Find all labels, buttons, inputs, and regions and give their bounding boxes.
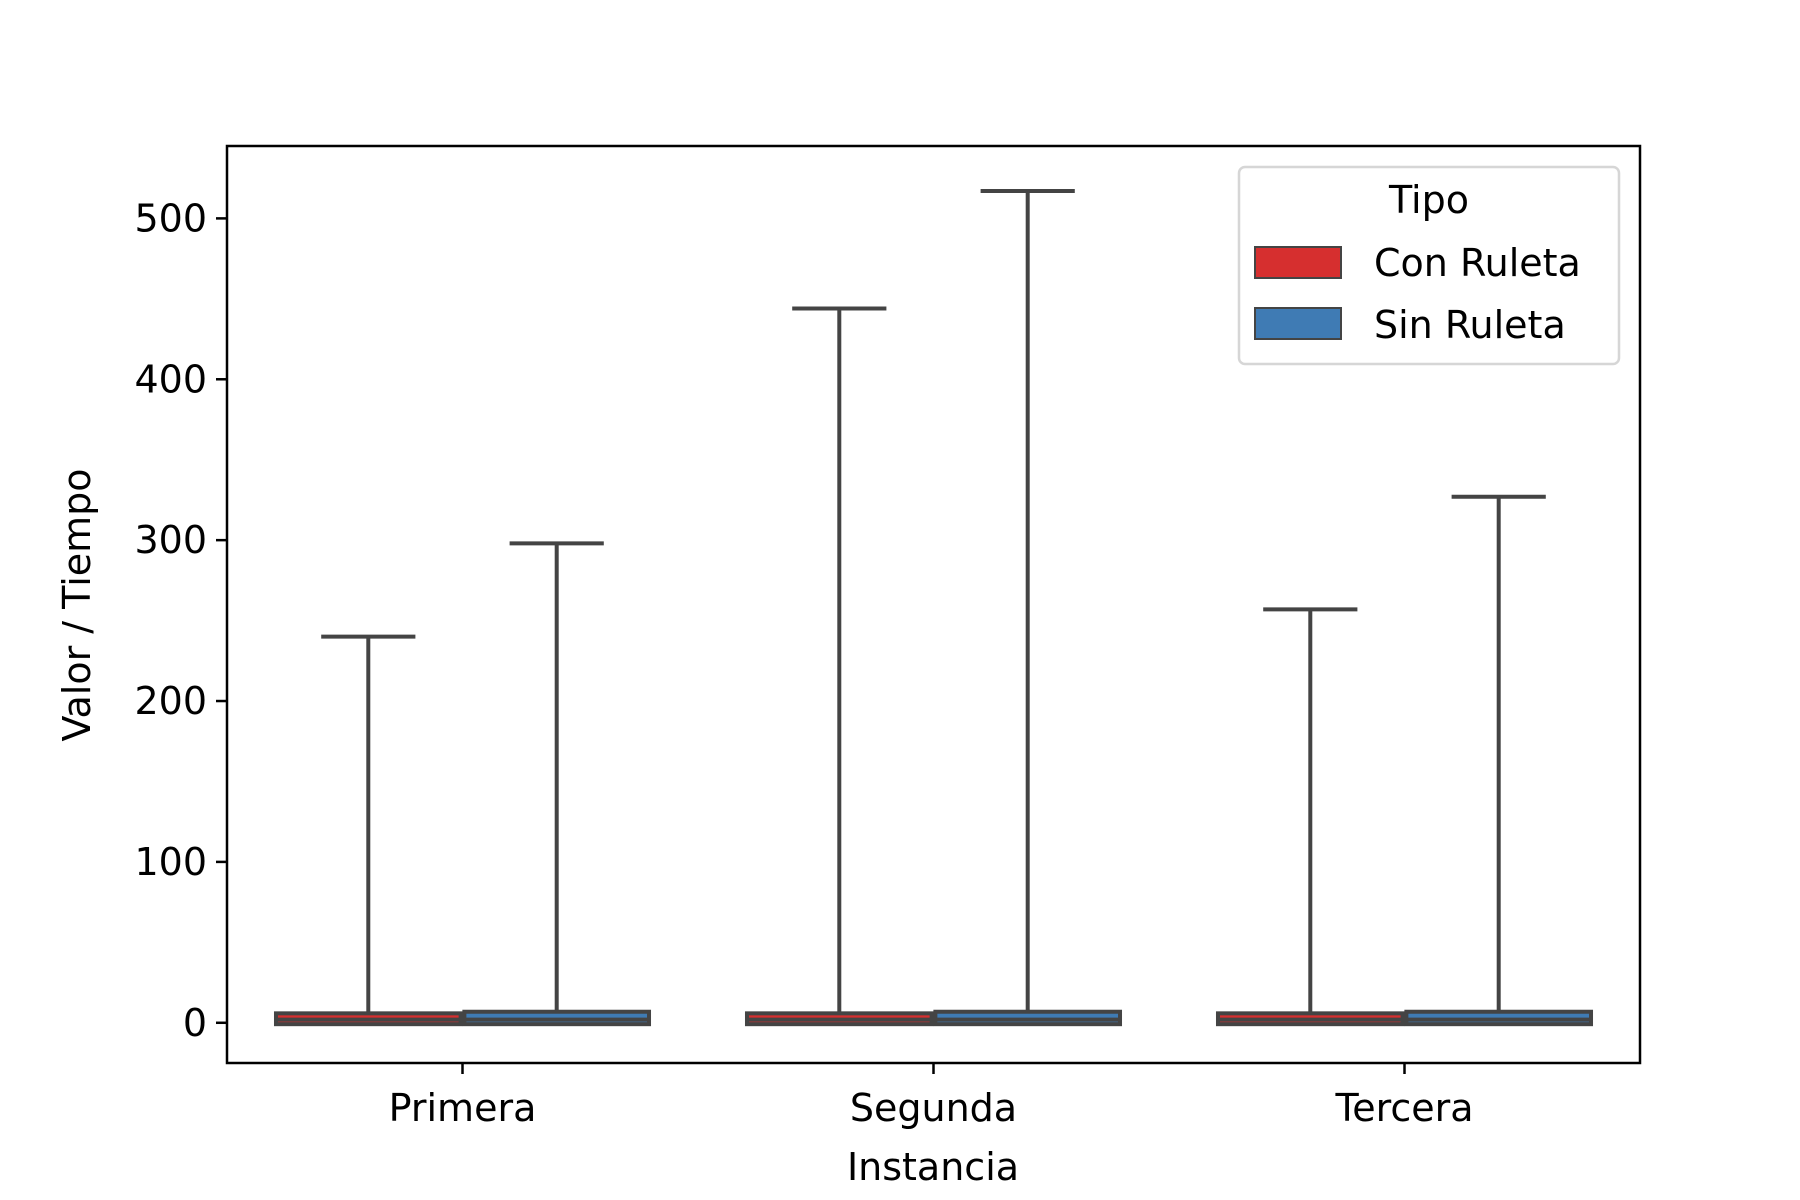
plot-marks xyxy=(273,189,1594,1027)
y-tick-label: 100 xyxy=(134,840,207,884)
box-primera-con-ruleta xyxy=(273,634,463,1027)
box-tercera-sin-ruleta xyxy=(1404,494,1594,1027)
y-tick-label: 200 xyxy=(134,679,207,723)
x-axis-label: Instancia xyxy=(847,1145,1019,1189)
box-segunda-con-ruleta xyxy=(744,306,934,1027)
box-segunda-sin-ruleta xyxy=(933,189,1123,1027)
box-primera-sin-ruleta xyxy=(462,541,652,1027)
x-tick-label: Segunda xyxy=(850,1086,1017,1130)
legend-swatch-con-ruleta xyxy=(1254,246,1342,279)
y-axis-label: Valor / Tiempo xyxy=(55,468,99,741)
y-tick-label: 500 xyxy=(134,196,207,240)
box-tercera-con-ruleta xyxy=(1215,607,1405,1027)
legend-title: Tipo xyxy=(1388,178,1469,222)
legend-label-sin-ruleta: Sin Ruleta xyxy=(1374,303,1566,347)
x-tick-label: Tercera xyxy=(1334,1086,1473,1130)
legend-swatch-sin-ruleta xyxy=(1254,307,1342,340)
legend: Tipo Con Ruleta Sin Ruleta xyxy=(1237,165,1621,366)
y-tick-label: 300 xyxy=(134,518,207,562)
x-tick-label: Primera xyxy=(389,1086,537,1130)
y-tick-label: 0 xyxy=(183,1001,207,1045)
y-tick-label: 400 xyxy=(134,357,207,401)
legend-label-con-ruleta: Con Ruleta xyxy=(1374,241,1581,285)
x-axis: Primera Segunda Tercera xyxy=(389,1063,1474,1130)
y-axis: 0 100 200 300 400 500 xyxy=(134,196,227,1045)
